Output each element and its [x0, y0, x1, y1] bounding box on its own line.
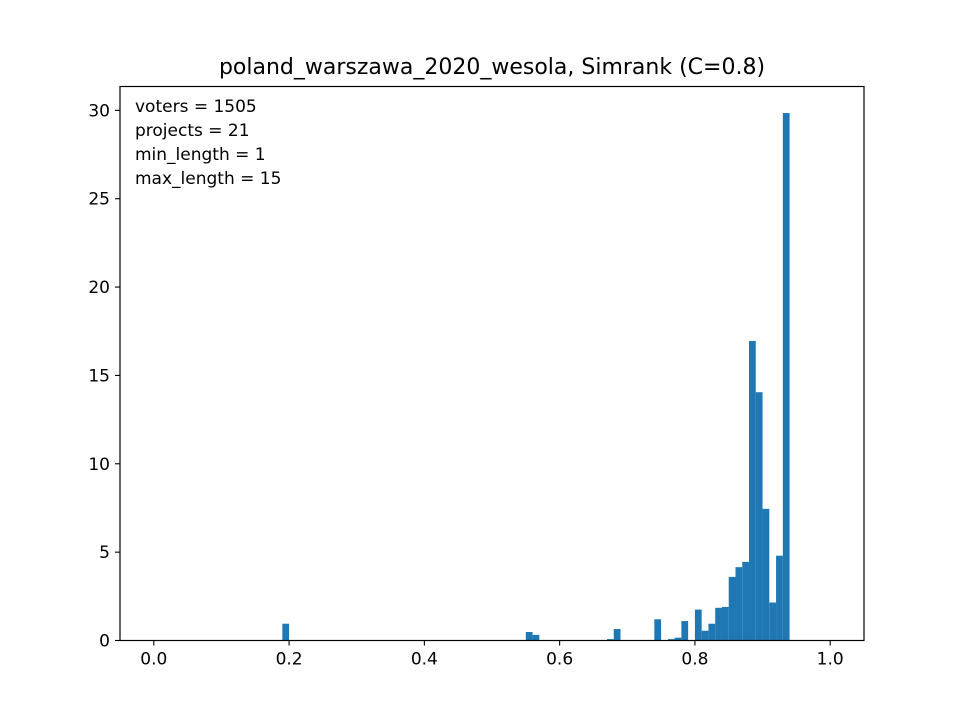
y-tick-label: 30 [88, 101, 110, 121]
histogram-bar [782, 113, 790, 641]
histogram-bar [769, 602, 777, 641]
histogram-bar [735, 567, 743, 641]
y-axis: 0 5 10 15 20 25 30 [88, 101, 120, 652]
histogram-bar [282, 623, 290, 641]
histogram-bar [708, 623, 716, 641]
bars-group [282, 113, 790, 641]
stats-annotation-line: voters = 1505 [135, 97, 257, 117]
histogram-bar [742, 561, 750, 641]
stats-annotation: voters = 1505 projects = 21 min_length = 1… [135, 97, 281, 189]
x-tick-label: 0.2 [276, 650, 303, 670]
chart-title: poland_warszawa_2020_wesola, Simrank (C=… [219, 55, 765, 80]
y-tick-label: 10 [88, 455, 110, 475]
histogram-bar [749, 340, 756, 641]
x-tick-label: 0.6 [546, 650, 573, 670]
histogram-bar [694, 609, 702, 641]
histogram-bar [532, 634, 540, 641]
histogram-bar [721, 606, 729, 641]
histogram-bar [654, 619, 662, 641]
y-tick-label: 15 [88, 366, 110, 386]
histogram-bar [525, 632, 533, 641]
plot-frame [119, 85, 865, 642]
histogram-bar [715, 607, 722, 641]
histogram-bar [701, 630, 709, 641]
x-tick-label: 0.4 [411, 650, 438, 670]
stats-annotation-line: max_length = 15 [135, 169, 281, 189]
histogram-bar [681, 621, 689, 641]
y-tick-label: 20 [88, 278, 110, 298]
y-tick-label: 5 [99, 543, 110, 563]
histogram-bar [606, 639, 614, 641]
x-tick-label: 0.8 [681, 650, 708, 670]
histogram-bar [755, 392, 763, 641]
x-tick-label: 1.0 [817, 650, 844, 670]
histogram-bar [762, 508, 770, 641]
stats-annotation-line: projects = 21 [135, 121, 250, 141]
stats-annotation-line: min_length = 1 [135, 145, 266, 165]
histogram-bar [674, 637, 682, 641]
histogram-bar [613, 629, 621, 641]
histogram-bar [667, 639, 675, 641]
y-tick-label: 0 [99, 632, 110, 652]
histogram-bar [776, 555, 783, 641]
x-tick-label: 0.0 [140, 650, 167, 670]
x-axis: 0.0 0.2 0.4 0.6 0.8 1.0 [140, 640, 844, 670]
y-tick-label: 25 [88, 190, 110, 210]
histogram-bar [728, 576, 736, 641]
